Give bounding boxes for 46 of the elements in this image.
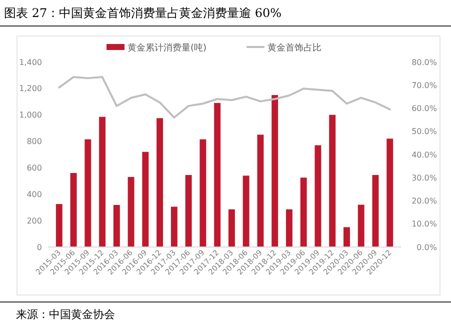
bar: [214, 102, 221, 247]
bar: [286, 209, 292, 247]
y2-tick-label: 80.0%: [412, 58, 438, 67]
bar: [300, 178, 307, 247]
bar: [84, 139, 92, 247]
y-tick-label: 1,400: [19, 58, 42, 67]
chart-title: 图表 27：中国黄金首饰消费量占黄金消费量逾 60%: [4, 6, 282, 20]
bar: [99, 116, 106, 247]
bar: [314, 145, 322, 247]
y-tick-label: 200: [26, 216, 42, 226]
y-tick-label: 400: [26, 190, 42, 199]
y-tick-label: 1,000: [19, 110, 42, 120]
bar: [200, 139, 206, 247]
y2-tick-label: 50.0%: [412, 127, 438, 136]
y2-tick-label: 60.0%: [412, 104, 438, 114]
source-note: 来源：中国黄金协会: [16, 308, 115, 321]
bar: [128, 176, 134, 247]
y2-tick-label: 10.0%: [412, 220, 438, 229]
y-tick-label: 800: [26, 137, 42, 146]
bar: [386, 138, 394, 247]
bar: [228, 209, 235, 247]
legend-label: 黄金累计消费量(吨): [128, 42, 207, 54]
bar: [56, 204, 62, 247]
y-tick-label: 600: [26, 164, 42, 173]
bar: [343, 227, 350, 247]
bar: [242, 176, 250, 247]
y2-tick-label: 20.0%: [412, 196, 438, 206]
bar: [272, 95, 278, 247]
legend-label: 黄金首饰占比: [268, 42, 322, 54]
bar: [257, 134, 264, 247]
bar: [70, 173, 77, 247]
line-series: [58, 76, 391, 118]
bar: [185, 174, 192, 247]
y2-tick-label: 30.0%: [412, 173, 438, 182]
bar: [358, 204, 364, 247]
y-tick-label: 0: [36, 242, 42, 252]
y2-tick-label: 70.0%: [412, 80, 438, 90]
bar: [113, 204, 120, 247]
bar: [170, 206, 178, 247]
bar: [329, 114, 336, 247]
bar: [156, 118, 164, 247]
bar: [372, 174, 379, 247]
bar: [142, 152, 149, 247]
y-tick-label: 1,200: [19, 84, 42, 94]
y2-tick-label: 40.0%: [412, 150, 438, 160]
y2-tick-label: 0.0%: [416, 242, 438, 252]
